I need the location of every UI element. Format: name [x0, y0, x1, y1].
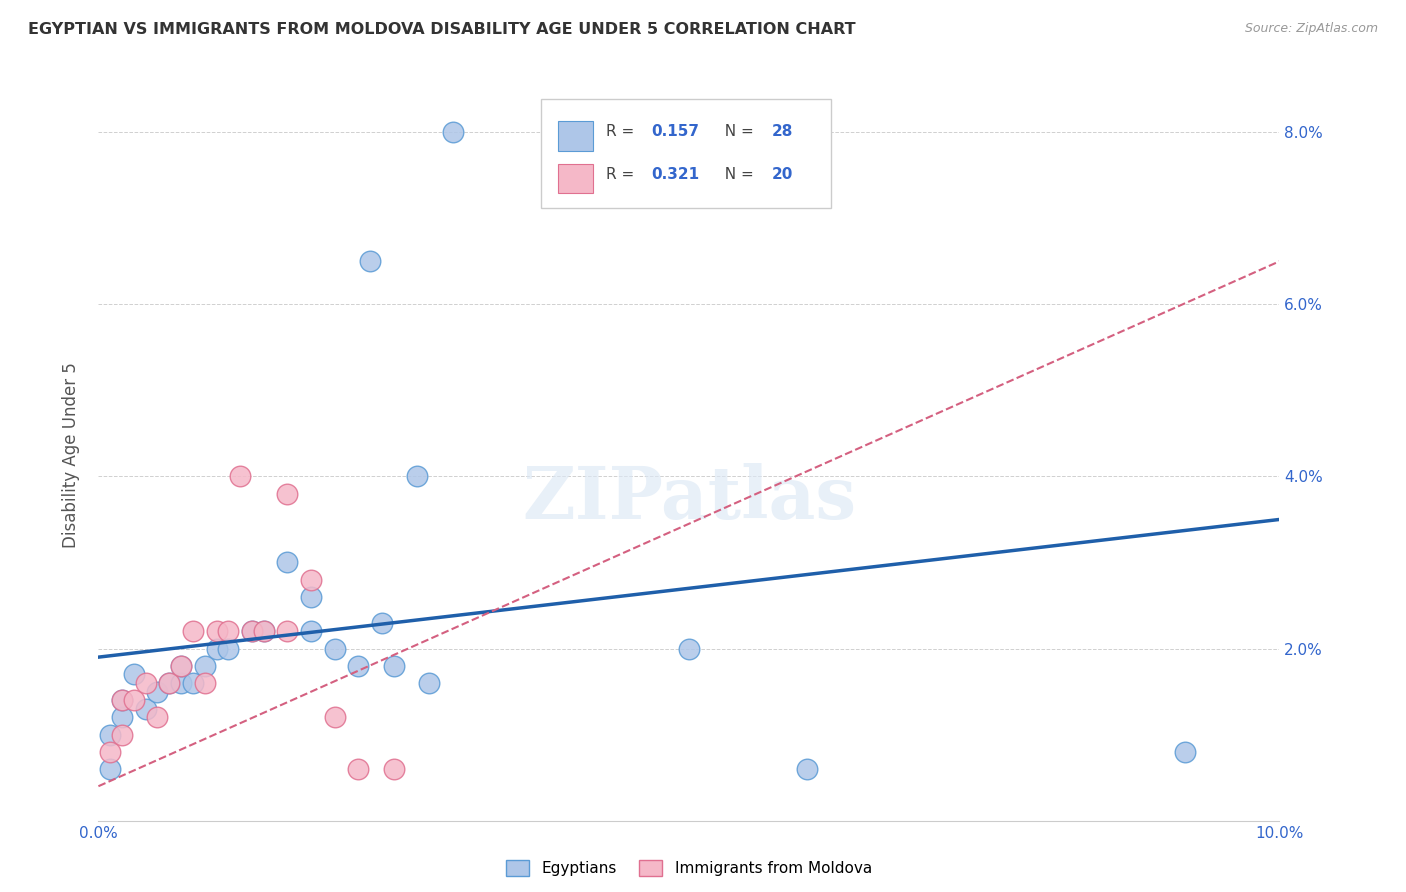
Point — [299, 573, 322, 587]
Text: 0.321: 0.321 — [651, 167, 699, 182]
Point — [323, 710, 346, 724]
Text: 28: 28 — [772, 124, 793, 139]
Y-axis label: Disability Age Under 5: Disability Age Under 5 — [62, 362, 80, 548]
Text: 20: 20 — [772, 167, 793, 182]
Point — [229, 469, 252, 483]
Point — [382, 762, 405, 776]
Text: 0.157: 0.157 — [651, 124, 699, 139]
Point — [253, 624, 276, 639]
Point — [323, 641, 346, 656]
Point — [122, 693, 145, 707]
Point — [347, 658, 370, 673]
Text: EGYPTIAN VS IMMIGRANTS FROM MOLDOVA DISABILITY AGE UNDER 5 CORRELATION CHART: EGYPTIAN VS IMMIGRANTS FROM MOLDOVA DISA… — [28, 22, 856, 37]
Bar — [558, 121, 593, 151]
Point — [205, 624, 228, 639]
Point — [299, 624, 322, 639]
Point — [157, 676, 180, 690]
Point — [276, 624, 298, 639]
Point — [678, 641, 700, 656]
Text: ZIPatlas: ZIPatlas — [522, 463, 856, 534]
Text: R =: R = — [606, 167, 640, 182]
Point — [111, 710, 134, 724]
Bar — [558, 164, 593, 193]
Point — [217, 641, 239, 656]
Point — [170, 676, 193, 690]
Point — [1174, 745, 1197, 759]
Point — [253, 624, 276, 639]
Point — [122, 667, 145, 681]
Point — [181, 624, 204, 639]
Text: N =: N = — [714, 167, 759, 182]
Point — [359, 254, 381, 268]
Point — [205, 641, 228, 656]
Point — [276, 556, 298, 570]
Point — [111, 693, 134, 707]
Point — [157, 676, 180, 690]
Point — [217, 624, 239, 639]
Point — [98, 762, 121, 776]
Point — [135, 702, 157, 716]
Text: N =: N = — [714, 124, 759, 139]
Point — [98, 728, 121, 742]
Point — [181, 676, 204, 690]
Point — [146, 710, 169, 724]
Point — [441, 125, 464, 139]
Point — [170, 658, 193, 673]
Point — [276, 486, 298, 500]
Point — [240, 624, 263, 639]
Text: R =: R = — [606, 124, 640, 139]
Point — [299, 590, 322, 604]
Point — [796, 762, 818, 776]
Point — [194, 658, 217, 673]
Point — [98, 745, 121, 759]
Point — [347, 762, 370, 776]
Point — [371, 615, 394, 630]
Point — [111, 693, 134, 707]
Legend: Egyptians, Immigrants from Moldova: Egyptians, Immigrants from Moldova — [501, 855, 877, 882]
Point — [194, 676, 217, 690]
Point — [418, 676, 440, 690]
Point — [406, 469, 429, 483]
Point — [240, 624, 263, 639]
Point — [382, 658, 405, 673]
Point — [111, 728, 134, 742]
Point — [146, 684, 169, 698]
Point — [170, 658, 193, 673]
Point — [135, 676, 157, 690]
Text: Source: ZipAtlas.com: Source: ZipAtlas.com — [1244, 22, 1378, 36]
